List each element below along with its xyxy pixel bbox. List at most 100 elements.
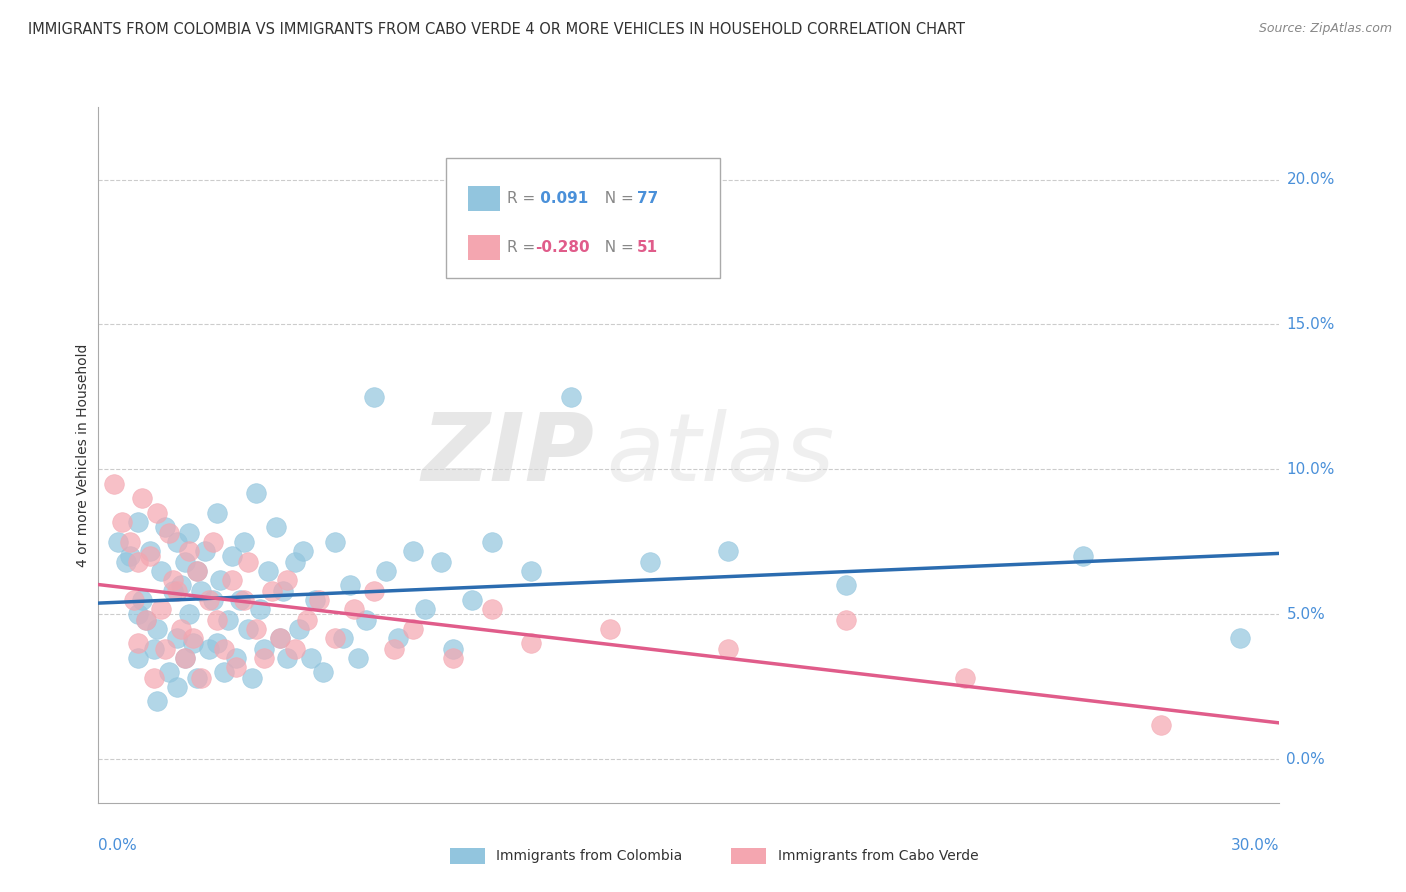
Point bbox=[157, 665, 180, 680]
Point bbox=[122, 592, 145, 607]
Point bbox=[560, 390, 582, 404]
Point bbox=[245, 485, 267, 500]
Point bbox=[162, 573, 184, 587]
Point bbox=[174, 651, 197, 665]
Point bbox=[273, 584, 295, 599]
Point bbox=[402, 622, 425, 636]
Text: 20.0%: 20.0% bbox=[1286, 172, 1334, 187]
Point bbox=[146, 622, 169, 636]
Point bbox=[288, 622, 311, 636]
Point bbox=[146, 506, 169, 520]
Point bbox=[835, 613, 858, 627]
Point bbox=[138, 549, 160, 564]
Point bbox=[284, 555, 307, 569]
Point bbox=[953, 671, 976, 685]
Point bbox=[107, 534, 129, 549]
Point bbox=[205, 636, 228, 650]
Text: N =: N = bbox=[595, 240, 638, 255]
Point bbox=[374, 564, 396, 578]
Text: 0.0%: 0.0% bbox=[98, 838, 138, 854]
Point bbox=[245, 622, 267, 636]
Point bbox=[269, 631, 291, 645]
Point bbox=[166, 631, 188, 645]
Point bbox=[253, 642, 276, 657]
Point bbox=[201, 534, 224, 549]
Point bbox=[225, 659, 247, 673]
Y-axis label: 4 or more Vehicles in Household: 4 or more Vehicles in Household bbox=[76, 343, 90, 566]
Point bbox=[209, 573, 232, 587]
Point bbox=[363, 390, 385, 404]
Text: 10.0%: 10.0% bbox=[1286, 462, 1334, 477]
Point bbox=[461, 592, 484, 607]
Point bbox=[131, 592, 153, 607]
Point bbox=[481, 534, 503, 549]
Text: 15.0%: 15.0% bbox=[1286, 317, 1334, 332]
Point bbox=[155, 642, 177, 657]
Point bbox=[284, 642, 307, 657]
Point bbox=[269, 631, 291, 645]
Text: -0.280: -0.280 bbox=[534, 240, 589, 255]
Point bbox=[138, 543, 160, 558]
Point bbox=[142, 642, 165, 657]
Point bbox=[118, 549, 141, 564]
Text: IMMIGRANTS FROM COLOMBIA VS IMMIGRANTS FROM CABO VERDE 4 OR MORE VEHICLES IN HOU: IMMIGRANTS FROM COLOMBIA VS IMMIGRANTS F… bbox=[28, 22, 965, 37]
Point bbox=[135, 613, 157, 627]
Point bbox=[127, 636, 149, 650]
Point bbox=[177, 543, 200, 558]
Point bbox=[402, 543, 425, 558]
Point bbox=[111, 515, 134, 529]
Point bbox=[166, 584, 188, 599]
Text: 30.0%: 30.0% bbox=[1232, 838, 1279, 854]
Point bbox=[481, 601, 503, 615]
Point bbox=[292, 543, 315, 558]
Point bbox=[347, 651, 370, 665]
Point bbox=[835, 578, 858, 592]
Point bbox=[430, 555, 453, 569]
Point bbox=[181, 631, 204, 645]
Point bbox=[214, 665, 236, 680]
Point bbox=[197, 642, 219, 657]
Point bbox=[197, 592, 219, 607]
Point bbox=[441, 651, 464, 665]
Point bbox=[332, 631, 354, 645]
Point bbox=[1150, 717, 1173, 731]
Point bbox=[115, 555, 138, 569]
Point bbox=[103, 476, 125, 491]
Point bbox=[177, 607, 200, 622]
Point bbox=[221, 549, 243, 564]
Point bbox=[174, 555, 197, 569]
Point bbox=[186, 671, 208, 685]
Point bbox=[233, 592, 256, 607]
Point bbox=[170, 578, 193, 592]
Point bbox=[214, 642, 236, 657]
Point bbox=[1071, 549, 1094, 564]
Point bbox=[343, 601, 366, 615]
Point bbox=[413, 601, 436, 615]
Text: 77: 77 bbox=[637, 191, 658, 206]
Point bbox=[717, 642, 740, 657]
Point bbox=[166, 680, 188, 694]
Point bbox=[186, 564, 208, 578]
Point bbox=[441, 642, 464, 657]
Point bbox=[150, 601, 173, 615]
Point bbox=[205, 506, 228, 520]
Point bbox=[354, 613, 377, 627]
Point bbox=[127, 555, 149, 569]
Point bbox=[304, 592, 326, 607]
Point bbox=[249, 601, 271, 615]
Text: 0.0%: 0.0% bbox=[1286, 752, 1326, 767]
Point bbox=[236, 622, 259, 636]
Point bbox=[599, 622, 621, 636]
Point bbox=[221, 573, 243, 587]
Point bbox=[190, 584, 212, 599]
Point bbox=[387, 631, 409, 645]
Point bbox=[174, 651, 197, 665]
Point bbox=[131, 491, 153, 506]
Point bbox=[118, 534, 141, 549]
Point bbox=[308, 592, 330, 607]
Point bbox=[236, 555, 259, 569]
Point bbox=[253, 651, 276, 665]
Point bbox=[127, 651, 149, 665]
Point bbox=[146, 694, 169, 708]
Point bbox=[295, 613, 318, 627]
